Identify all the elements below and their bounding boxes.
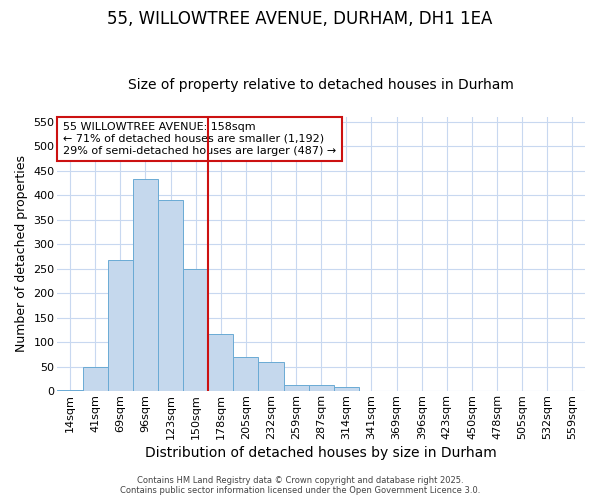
Bar (334, 387, 359, 391)
Bar (259, 362, 284, 391)
Text: 55 WILLOWTREE AVENUE: 158sqm
← 71% of detached houses are smaller (1,192)
29% of: 55 WILLOWTREE AVENUE: 158sqm ← 71% of de… (63, 122, 336, 156)
Bar (208, 334, 233, 391)
X-axis label: Distribution of detached houses by size in Durham: Distribution of detached houses by size … (145, 446, 497, 460)
Bar (158, 200, 183, 391)
Bar (108, 260, 133, 391)
Bar (233, 358, 259, 391)
Text: 55, WILLOWTREE AVENUE, DURHAM, DH1 1EA: 55, WILLOWTREE AVENUE, DURHAM, DH1 1EA (107, 10, 493, 28)
Bar (308, 385, 334, 391)
Bar (284, 385, 308, 391)
Title: Size of property relative to detached houses in Durham: Size of property relative to detached ho… (128, 78, 514, 92)
Bar (183, 268, 208, 391)
Y-axis label: Number of detached properties: Number of detached properties (15, 156, 28, 352)
Bar (133, 179, 158, 391)
Text: Contains HM Land Registry data © Crown copyright and database right 2025.
Contai: Contains HM Land Registry data © Crown c… (120, 476, 480, 495)
Bar (83, 366, 108, 391)
Bar (58, 390, 83, 391)
